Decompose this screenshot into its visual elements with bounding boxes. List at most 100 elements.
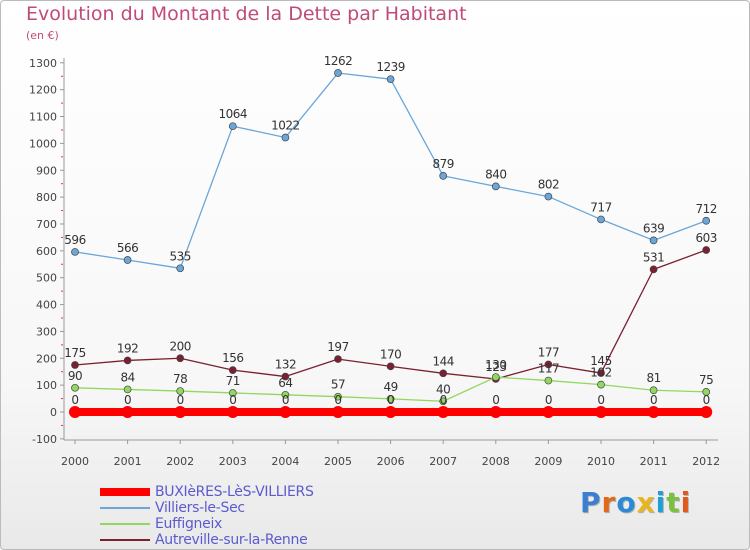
- data-point: [176, 387, 185, 395]
- legend-swatch: [100, 539, 150, 541]
- data-point: [491, 373, 500, 381]
- y-tick-label: 800: [36, 191, 57, 204]
- data-point: [386, 362, 395, 371]
- chart-title: Evolution du Montant de la Dette par Hab…: [26, 3, 467, 25]
- data-label: 535: [169, 249, 190, 263]
- series-2: [71, 373, 711, 406]
- data-label: 0: [334, 393, 341, 407]
- legend-label: Autreville-sur-la-Renne: [155, 532, 308, 548]
- data-label: 639: [643, 221, 664, 235]
- data-label: 200: [169, 339, 190, 353]
- data-point: [544, 360, 553, 369]
- data-label: 0: [71, 393, 78, 407]
- data-label: 0: [597, 393, 604, 407]
- data-label: 40: [436, 382, 450, 396]
- data-label: 0: [650, 393, 657, 407]
- data-label: 177: [538, 345, 559, 359]
- data-point: [123, 356, 132, 365]
- data-label: 0: [440, 393, 447, 407]
- data-label: 0: [229, 393, 236, 407]
- legend-label: Villiers-le-Sec: [155, 500, 245, 516]
- data-label: 123: [485, 360, 506, 374]
- data-label: 64: [278, 376, 292, 390]
- logo-letter: i: [680, 486, 692, 519]
- data-point: [437, 406, 450, 418]
- data-label: 145: [590, 354, 611, 368]
- data-label: 879: [432, 157, 453, 171]
- data-label: 1022: [271, 118, 300, 132]
- data-label: 192: [117, 341, 138, 355]
- y-tick-label: 500: [36, 272, 57, 285]
- data-label: 49: [383, 380, 397, 394]
- data-label: 78: [173, 372, 187, 386]
- y-tick-label: 1200: [29, 84, 57, 97]
- data-point: [281, 133, 290, 142]
- data-point: [386, 75, 395, 84]
- data-point: [279, 406, 292, 418]
- y-tick-label: 300: [36, 325, 57, 338]
- data-label: 144: [432, 354, 453, 368]
- data-label: 0: [387, 393, 394, 407]
- data-point: [71, 248, 79, 256]
- data-label: 802: [538, 178, 559, 192]
- y-tick-label: 0: [50, 406, 57, 419]
- proxiti-logo: Proxiti: [580, 486, 691, 519]
- data-point: [595, 406, 607, 418]
- x-tick-label: 2005: [324, 455, 352, 468]
- data-point: [544, 192, 553, 201]
- x-tick-label: 2010: [587, 455, 615, 468]
- data-point: [281, 390, 290, 399]
- y-tick-label: 200: [36, 352, 57, 365]
- data-point: [702, 246, 711, 254]
- legend-swatch: [100, 523, 150, 525]
- logo-letter: P: [580, 486, 602, 519]
- data-label: 0: [492, 393, 499, 407]
- legend-item: Villiers-le-Sec: [100, 500, 420, 516]
- x-tick-label: 2004: [271, 455, 299, 468]
- data-point: [69, 406, 81, 418]
- y-tick-label: 100: [36, 379, 57, 392]
- legend-label: Euffigneix: [155, 516, 223, 532]
- data-label: 0: [177, 393, 184, 407]
- data-point: [702, 216, 711, 225]
- data-point: [71, 383, 79, 392]
- series-line: [74, 72, 707, 269]
- y-tick-label: 600: [36, 245, 57, 258]
- data-point: [542, 406, 555, 418]
- data-label: 1239: [376, 60, 405, 74]
- data-label: 130: [485, 358, 506, 372]
- y-tick-label: 1100: [29, 111, 57, 124]
- x-tick-label: 2007: [429, 455, 457, 468]
- data-point: [597, 380, 605, 389]
- data-label: 84: [120, 370, 134, 384]
- y-tick-label: -100: [32, 433, 57, 446]
- series-0: [69, 406, 713, 418]
- data-point: [71, 361, 79, 369]
- data-label: 57: [331, 378, 345, 392]
- data-point: [281, 372, 290, 381]
- data-point: [439, 369, 448, 378]
- data-point: [123, 385, 132, 394]
- data-label: 132: [275, 358, 296, 372]
- data-point: [176, 264, 185, 273]
- data-label: 596: [64, 233, 85, 247]
- data-label: 90: [68, 369, 82, 383]
- data-point: [649, 265, 658, 274]
- data-point: [647, 406, 660, 418]
- legend-label: BUXIèRES-LèS-VILLIERS: [155, 484, 314, 500]
- data-point: [649, 386, 658, 395]
- data-point: [702, 388, 711, 396]
- data-point: [544, 376, 553, 385]
- data-label: 117: [538, 362, 559, 376]
- chart-legend: BUXIèRES-LèS-VILLIERS Villiers-le-Sec Euff…: [100, 484, 420, 548]
- data-label: 81: [646, 371, 660, 385]
- data-point: [226, 406, 239, 418]
- data-point: [332, 406, 344, 418]
- data-label: 175: [64, 346, 85, 360]
- data-label: 712: [695, 202, 716, 216]
- logo-letter: x: [636, 486, 656, 519]
- y-tick-label: 700: [36, 218, 57, 231]
- data-point: [228, 366, 237, 374]
- y-tick-label: 900: [36, 164, 57, 177]
